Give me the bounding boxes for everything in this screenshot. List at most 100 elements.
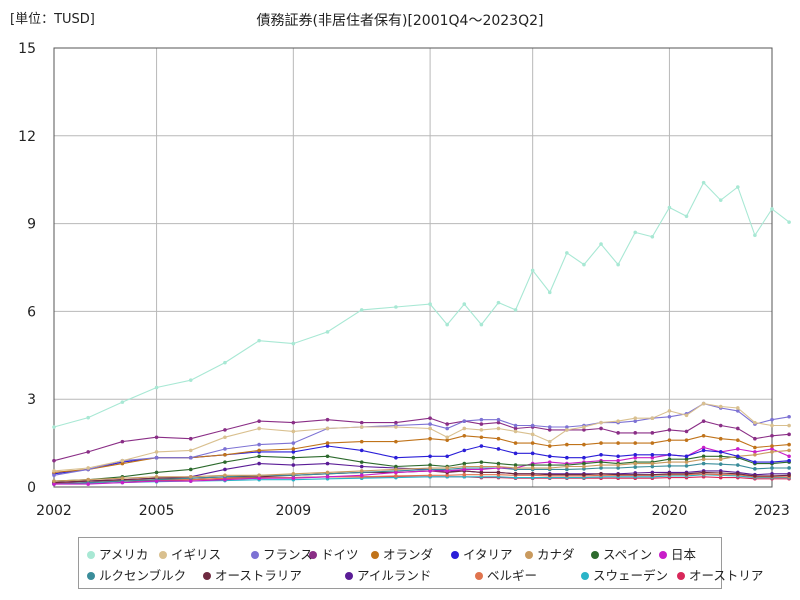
- data-point: [718, 404, 723, 409]
- data-point: [599, 463, 603, 467]
- data-point: [257, 426, 261, 431]
- data-point: [633, 230, 638, 235]
- data-point: [223, 447, 227, 451]
- data-point: [753, 460, 757, 464]
- data-point: [479, 464, 484, 469]
- data-point: [718, 462, 723, 466]
- data-point: [770, 423, 774, 428]
- data-point: [667, 464, 672, 468]
- legend-item: フランス: [251, 544, 313, 563]
- legend-item: イタリア: [451, 544, 513, 563]
- data-point: [753, 420, 757, 425]
- data-point: [684, 454, 689, 459]
- data-point: [701, 180, 706, 185]
- data-point: [394, 455, 398, 460]
- data-point: [582, 428, 586, 432]
- data-point: [770, 444, 774, 448]
- data-point: [582, 464, 586, 469]
- data-point: [770, 466, 774, 470]
- legend-item: カナダ: [525, 544, 575, 563]
- data-point: [120, 400, 125, 404]
- data-point: [701, 433, 706, 438]
- data-point: [291, 476, 296, 481]
- data-point: [684, 214, 689, 219]
- data-point: [445, 422, 449, 426]
- data-point: [753, 436, 757, 441]
- x-tick-label: 2002: [36, 503, 72, 519]
- y-tick-label: 0: [27, 480, 36, 496]
- data-point: [753, 233, 757, 238]
- data-point: [667, 409, 672, 413]
- data-point: [770, 474, 774, 478]
- data-point: [787, 448, 791, 453]
- data-point: [394, 420, 398, 425]
- data-point: [394, 305, 398, 309]
- legend-label: ルクセンブルク: [99, 568, 187, 583]
- legend-marker-icon: [581, 571, 589, 580]
- data-point: [582, 455, 586, 460]
- data-point: [736, 454, 740, 459]
- data-point: [701, 445, 706, 450]
- legend-label: アメリカ: [99, 547, 149, 562]
- data-point: [291, 463, 296, 467]
- data-point: [513, 463, 518, 467]
- x-tick-label: 2005: [139, 503, 175, 519]
- data-point: [787, 458, 791, 463]
- data-point: [701, 448, 706, 453]
- data-point: [684, 438, 689, 442]
- data-point: [325, 474, 330, 479]
- data-point: [565, 472, 569, 477]
- data-point: [86, 482, 90, 486]
- data-point: [479, 460, 484, 464]
- data-point: [428, 436, 432, 441]
- data-point: [291, 472, 296, 476]
- data-point: [496, 426, 501, 431]
- data-point: [188, 467, 193, 472]
- data-point: [325, 470, 330, 475]
- data-point: [479, 435, 484, 440]
- data-point: [599, 441, 603, 445]
- data-point: [394, 470, 398, 475]
- data-point: [718, 450, 723, 454]
- data-point: [599, 466, 603, 470]
- data-point: [325, 441, 330, 445]
- data-point: [86, 415, 90, 420]
- x-tick-label: 2009: [276, 503, 312, 519]
- data-point: [257, 461, 261, 466]
- data-point: [479, 417, 484, 422]
- data-point: [530, 423, 535, 428]
- data-point: [718, 198, 723, 202]
- data-point: [787, 432, 791, 437]
- data-point: [325, 454, 330, 459]
- data-point: [667, 414, 672, 419]
- data-point: [582, 461, 586, 466]
- data-point: [650, 461, 655, 466]
- legend-label: オーストリア: [689, 568, 764, 583]
- data-point: [394, 467, 398, 472]
- data-point: [496, 464, 501, 469]
- legend-label: オーストラリア: [215, 568, 302, 583]
- y-tick-label: 15: [18, 41, 36, 57]
- legend-label: フランス: [263, 547, 313, 562]
- data-point: [565, 442, 569, 447]
- legend-item: スペイン: [591, 544, 652, 563]
- data-point: [462, 461, 467, 466]
- data-point: [496, 470, 501, 475]
- data-point: [770, 447, 774, 451]
- data-point: [582, 425, 586, 429]
- data-point: [325, 444, 330, 448]
- data-point: [650, 441, 655, 445]
- legend-label: イタリア: [463, 547, 513, 562]
- data-point: [530, 463, 535, 467]
- data-point: [547, 472, 552, 477]
- data-point: [633, 472, 638, 477]
- data-point: [223, 477, 227, 482]
- data-point: [633, 416, 638, 421]
- legend-marker-icon: [451, 550, 459, 559]
- data-point: [52, 458, 56, 463]
- data-point: [753, 453, 757, 457]
- data-point: [325, 417, 330, 422]
- legend-item: ドイツ: [309, 544, 359, 563]
- legend-label: カナダ: [537, 547, 575, 562]
